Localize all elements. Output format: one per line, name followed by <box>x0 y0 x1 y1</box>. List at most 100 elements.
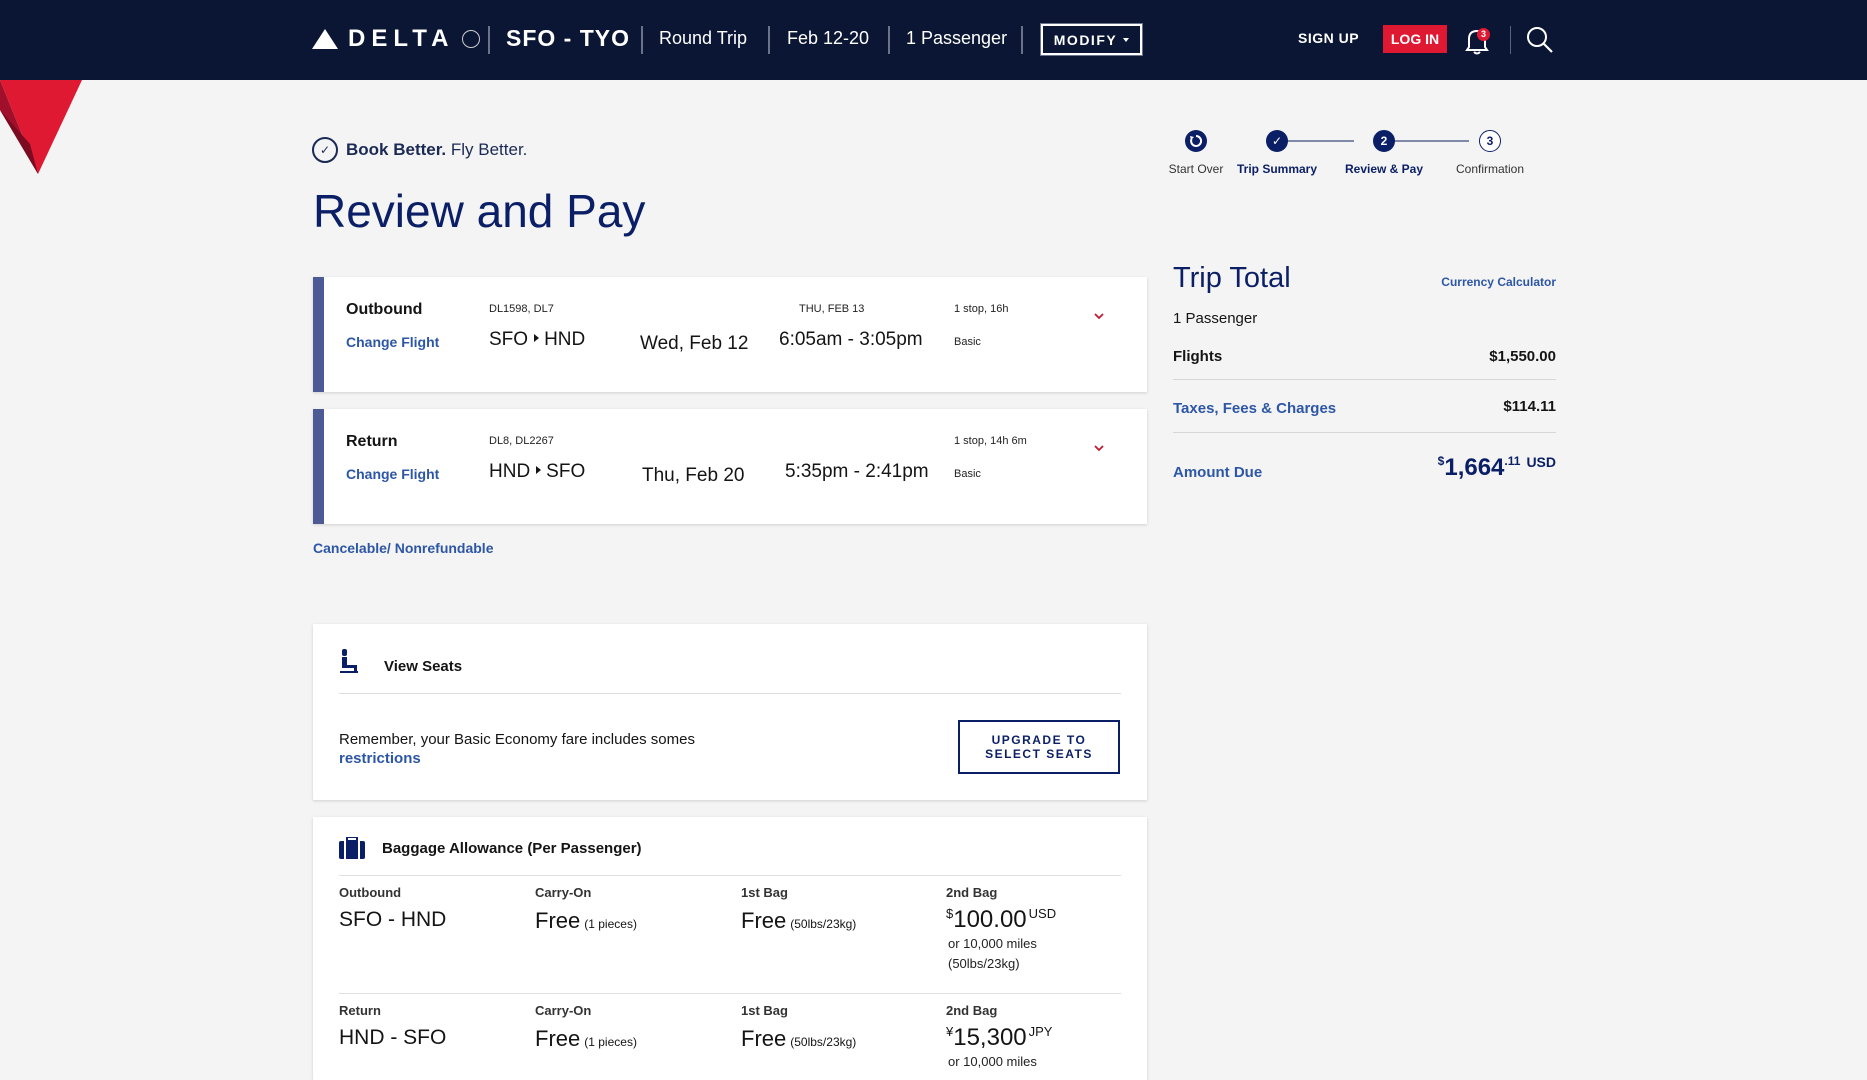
return-flight-card[interactable]: Return Change Flight DL8, DL2267 HND SFO … <box>313 409 1147 524</box>
fare-class: Basic <box>954 468 981 480</box>
tagline-bold: Book Better. <box>346 140 447 159</box>
stepper-label-trip-summary[interactable]: Trip Summary <box>1236 162 1318 176</box>
start-over-icon[interactable] <box>1185 130 1207 152</box>
skyteam-icon <box>462 30 481 48</box>
nav-divider <box>768 26 770 54</box>
flight-numbers: DL1598, DL7 <box>489 303 554 315</box>
modify-label: MODIFY <box>1053 31 1118 48</box>
divider <box>1173 432 1556 433</box>
seat-icon <box>340 649 358 673</box>
trip-route: SFO - TYO <box>506 25 630 51</box>
tagline-rest: Fly Better. <box>446 140 528 159</box>
taxes-fees-link[interactable]: Taxes, Fees & Charges <box>1173 400 1337 417</box>
trip-total-title: Trip Total <box>1173 262 1291 294</box>
carry-on-value: Free <box>535 1026 581 1051</box>
page-title: Review and Pay <box>313 185 646 237</box>
sign-up-link[interactable]: SIGN UP <box>1298 30 1360 46</box>
price-currency: JPY <box>1028 1024 1053 1039</box>
book-better-tagline: ✓ Book Better. Fly Better. <box>312 137 527 163</box>
trip-dates: Feb 12-20 <box>787 28 870 48</box>
first-bag-value: Free <box>741 908 787 933</box>
carry-on-note: (1 pieces) <box>584 1035 637 1049</box>
search-button[interactable] <box>1525 25 1555 55</box>
flight-direction: Return <box>346 433 398 450</box>
change-flight-link[interactable]: Change Flight <box>346 334 440 350</box>
luggage-icon <box>339 837 365 859</box>
origin-code: SFO <box>489 329 529 350</box>
flight-route: SFO HND <box>489 329 585 351</box>
divider <box>339 993 1121 994</box>
second-bag-label: 2nd Bag <box>946 1003 998 1018</box>
departure-date: Wed, Feb 12 <box>640 333 749 354</box>
price-symbol: $ <box>946 906 954 921</box>
currency-calculator-link[interactable]: Currency Calculator <box>1441 275 1556 289</box>
top-nav-bar: DELTA SFO - TYO Round Trip Feb 12-20 1 P… <box>0 0 1867 80</box>
baggage-allowance-card: Baggage Allowance (Per Passenger) Outbou… <box>313 817 1147 1080</box>
bag-leg-return: Return HND - SFO <box>339 1003 446 1050</box>
first-bag-note: (50lbs/23kg) <box>790 1035 857 1049</box>
upgrade-to-select-seats-button[interactable]: UPGRADE TO SELECT SEATS <box>958 720 1120 774</box>
change-flight-link[interactable]: Change Flight <box>346 466 440 482</box>
taxes-value: $114.11 <box>1503 398 1556 415</box>
flights-cost-row: Flights $1,550.00 <box>1173 348 1556 365</box>
flight-stops: 1 stop, 14h 6m <box>954 435 1027 447</box>
leg-label: Outbound <box>339 885 402 900</box>
trip-summary-check-icon[interactable]: ✓ <box>1266 130 1288 152</box>
carry-on-value: Free <box>535 908 581 933</box>
nav-divider <box>488 26 490 54</box>
leg-route: HND - SFO <box>339 1026 447 1049</box>
restrictions-link[interactable]: restrictions <box>339 750 421 767</box>
stepper-line <box>1385 140 1469 142</box>
stepper-step-confirmation: 3 <box>1479 130 1501 152</box>
carry-on-label: Carry-On <box>535 1003 592 1018</box>
outbound-flight-card[interactable]: Outbound Change Flight DL1598, DL7 SFO HN… <box>313 277 1147 392</box>
divider <box>339 875 1121 876</box>
log-in-button[interactable]: LOG IN <box>1383 25 1447 53</box>
notifications-button[interactable]: 3 <box>1464 26 1490 56</box>
amount-currency: USD <box>1526 454 1556 470</box>
delta-widget-icon <box>312 29 338 49</box>
divider <box>1173 379 1556 380</box>
first-bag-label: 1st Bag <box>741 1003 788 1018</box>
amount-due-label[interactable]: Amount Due <box>1173 464 1263 481</box>
miles-alternative: or 10,000 miles <box>948 1054 1037 1069</box>
second-bag-label: 2nd Bag <box>946 885 998 900</box>
arrival-date: THU, FEB 13 <box>799 303 865 315</box>
bag-leg-outbound: Outbound SFO - HND <box>339 885 446 932</box>
stepper-label-confirmation: Confirmation <box>1455 162 1525 176</box>
arrow-right-icon <box>536 466 542 475</box>
flight-direction: Outbound <box>346 301 423 318</box>
flight-times: 5:35pm - 2:41pm <box>785 461 929 482</box>
flight-stops: 1 stop, 16h <box>954 303 1009 315</box>
view-seats-title[interactable]: View Seats <box>384 658 463 675</box>
amount-whole: 1,664 <box>1444 454 1505 481</box>
fare-class: Basic <box>954 336 981 348</box>
destination-code: HND <box>544 329 586 350</box>
leg-route: SFO - HND <box>339 908 447 931</box>
nav-divider <box>1021 26 1023 54</box>
delta-widget-corner[interactable] <box>0 80 85 175</box>
departure-date: Thu, Feb 20 <box>642 465 745 486</box>
chevron-down-icon[interactable] <box>1094 311 1104 321</box>
stepper-label-start-over[interactable]: Start Over <box>1168 162 1224 176</box>
carry-on-return: Carry-On Free (1 pieces) <box>535 1003 637 1052</box>
flight-numbers: DL8, DL2267 <box>489 435 554 447</box>
cancel-policy-link[interactable]: Cancelable/ Nonrefundable <box>313 540 494 556</box>
nav-divider <box>888 26 890 54</box>
baggage-title: Baggage Allowance (Per Passenger) <box>382 840 642 857</box>
brand-wordmark: DELTA <box>348 25 455 52</box>
divider <box>339 693 1121 694</box>
view-seats-card: View Seats Remember, your Basic Economy … <box>313 624 1147 800</box>
chevron-down-icon[interactable] <box>1094 443 1104 453</box>
price-symbol: ¥ <box>946 1024 954 1039</box>
notification-badge: 3 <box>1477 28 1490 41</box>
stepper-label-review-pay: Review & Pay <box>1344 162 1424 176</box>
flights-value: $1,550.00 <box>1489 348 1556 365</box>
delta-logo[interactable]: DELTA <box>312 25 481 52</box>
nav-divider <box>1510 26 1511 54</box>
amount-cents: .11 <box>1504 454 1521 468</box>
second-bag-return: 2nd Bag ¥15,300 JPY or 10,000 miles <box>946 1003 1052 1072</box>
price-amount: 100.00 <box>953 906 1027 933</box>
stepper-step-review: 2 <box>1373 130 1395 152</box>
modify-search-button[interactable]: MODIFY <box>1040 23 1143 56</box>
